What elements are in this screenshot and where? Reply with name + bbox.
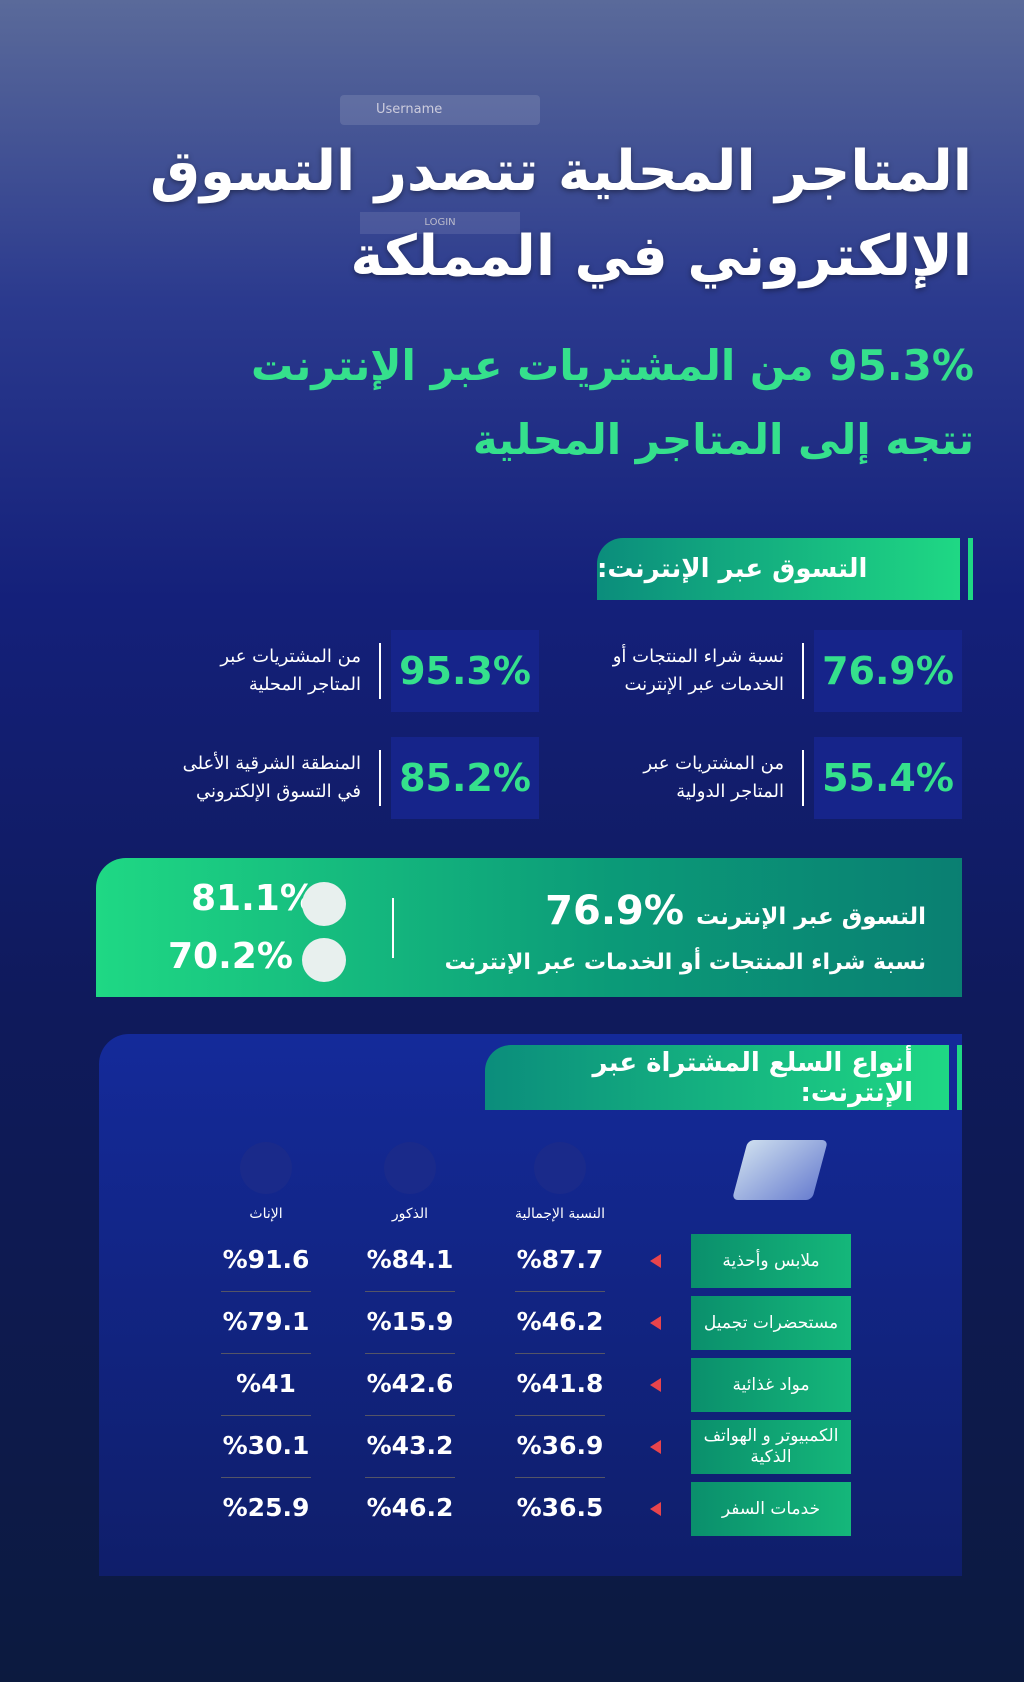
percent-cell: %46.2 (366, 1493, 454, 1522)
stat-label-line: الخدمات عبر الإنترنت (624, 674, 785, 695)
title-line: المتاجر المحلية تتصدر التسوق (149, 139, 972, 204)
stat: 55.4% من المشتريات عبر المتاجر الدولية (643, 737, 962, 819)
percent-cell: %30.1 (222, 1431, 310, 1460)
percent-cell: %36.5 (516, 1493, 604, 1522)
row-divider (515, 1353, 605, 1354)
percent-cell: %79.1 (222, 1307, 310, 1336)
banner-subtitle: نسبة شراء المنتجات أو الخدمات عبر الإنتر… (444, 950, 926, 975)
category-label: ملابس وأحذية (691, 1234, 851, 1288)
column-icon (240, 1142, 292, 1194)
percent-cell: %41 (236, 1369, 296, 1398)
banner-value: 76.9% (545, 888, 684, 934)
row-divider (365, 1353, 455, 1354)
row-divider (365, 1291, 455, 1292)
stat-label-line: من المشتريات عبر (643, 753, 784, 774)
percent-cell: %42.6 (366, 1369, 454, 1398)
male-icon (302, 882, 346, 926)
stat: 85.2% المنطقة الشرقية الأعلى في التسوق الإ… (183, 737, 539, 819)
column-header: الذكور (391, 1206, 429, 1222)
stat-label-line: نسبة شراء المنتجات أو (612, 646, 784, 667)
percent-cell: %41.8 (516, 1369, 604, 1398)
stat-label: من المشتريات عبر المتاجر المحلية (220, 643, 381, 699)
row-divider (515, 1477, 605, 1478)
accent-bar (968, 538, 973, 600)
stat-label-line: من المشتريات عبر (220, 646, 361, 667)
percent-cell: %43.2 (366, 1431, 454, 1460)
stat: 76.9% نسبة شراء المنتجات أو الخدمات عبر ال… (613, 630, 962, 712)
row-divider (221, 1353, 311, 1354)
stat-value: 85.2% (391, 737, 539, 819)
column-header: الإناث (249, 1206, 283, 1222)
bg-login: LOGIN (360, 212, 520, 234)
stat-label: المنطقة الشرقية الأعلى في التسوق الإلكترو… (183, 750, 381, 806)
column-header: النسبة الإجمالية (515, 1206, 605, 1222)
bg-username: Username (340, 95, 540, 125)
row-divider (221, 1291, 311, 1292)
row-divider (515, 1291, 605, 1292)
row-arrow (650, 1254, 661, 1268)
row-arrow (650, 1502, 661, 1516)
percent-cell: %15.9 (366, 1307, 454, 1336)
section-heading: أنواع السلع المشتراة عبر الإنترنت: (485, 1045, 949, 1110)
section-heading: التسوق عبر الإنترنت: (597, 538, 960, 600)
percent-cell: %46.2 (516, 1307, 604, 1336)
category-label: مواد غذائية (691, 1358, 851, 1412)
banner-title: التسوق عبر الإنترنت 76.9% (545, 888, 926, 934)
stat-label-line: المتاجر الدولية (676, 781, 784, 802)
stat-label: من المشتريات عبر المتاجر الدولية (643, 750, 804, 806)
subtitle-line: تتجه إلى المتاجر المحلية (472, 415, 974, 464)
stat-label-line: في التسوق الإلكتروني (195, 781, 361, 802)
category-label: مستحضرات تجميل (691, 1296, 851, 1350)
stat-label-line: المتاجر المحلية (248, 674, 361, 695)
category-label: خدمات السفر (691, 1482, 851, 1536)
percent-cell: %36.9 (516, 1431, 604, 1460)
row-arrow (650, 1316, 661, 1330)
divider (392, 898, 394, 958)
stat-label-line: المنطقة الشرقية الأعلى (182, 753, 361, 774)
female-value: 70.2% (168, 936, 293, 977)
category-label: الكمبيوتر و الهواتف الذكية (691, 1420, 851, 1474)
heading-text: أنواع السلع المشتراة عبر الإنترنت: (592, 1047, 913, 1108)
stat-label: نسبة شراء المنتجات أو الخدمات عبر الإنترن… (613, 643, 804, 699)
column-icon (534, 1142, 586, 1194)
percent-cell: %25.9 (222, 1493, 310, 1522)
percent-cell: %84.1 (366, 1245, 454, 1274)
female-icon (302, 938, 346, 982)
stat: 95.3% من المشتريات عبر المتاجر المحلية (220, 630, 539, 712)
column-icon (384, 1142, 436, 1194)
accent-bar (957, 1045, 962, 1110)
stat-value: 95.3% (391, 630, 539, 712)
row-divider (221, 1477, 311, 1478)
row-arrow (650, 1440, 661, 1454)
percent-cell: %87.7 (516, 1245, 604, 1274)
heading-text: التسوق عبر الإنترنت: (597, 554, 868, 584)
stat-value: 55.4% (814, 737, 962, 819)
title-line: الإلكتروني في المملكة (350, 224, 972, 289)
subtitle-line: 95.3% من المشتريات عبر الإنترنت (251, 341, 974, 390)
cart-illustration (731, 1140, 829, 1200)
row-divider (515, 1415, 605, 1416)
row-divider (221, 1415, 311, 1416)
row-divider (365, 1415, 455, 1416)
row-divider (365, 1477, 455, 1478)
row-arrow (650, 1378, 661, 1392)
percent-cell: %91.6 (222, 1245, 310, 1274)
stat-value: 76.9% (814, 630, 962, 712)
male-value: 81.1% (191, 878, 316, 919)
banner: التسوق عبر الإنترنت 76.9% نسبة شراء المن… (96, 858, 962, 997)
banner-label: التسوق عبر الإنترنت (695, 904, 926, 930)
